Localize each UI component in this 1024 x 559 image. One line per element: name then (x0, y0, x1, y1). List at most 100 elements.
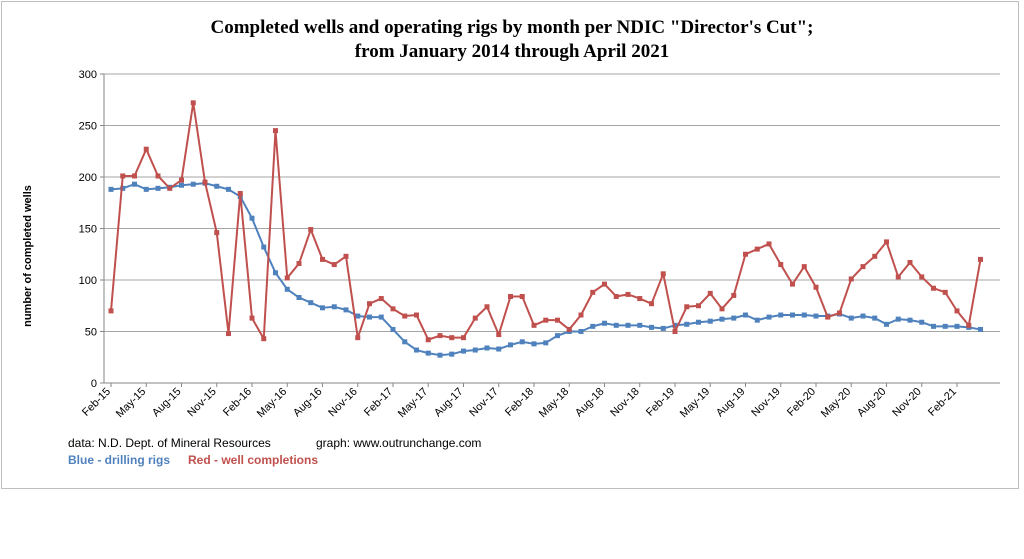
data-point (848, 276, 854, 282)
data-point (942, 289, 948, 295)
data-point (790, 312, 795, 318)
data-point (190, 100, 196, 106)
data-point (179, 182, 184, 188)
data-point (731, 315, 737, 321)
data-point (214, 183, 220, 189)
data-point (155, 173, 161, 179)
data-point (790, 281, 795, 287)
x-tick-label: Aug-19 (714, 386, 748, 420)
data-point (684, 321, 690, 327)
data-point (331, 262, 337, 268)
data-point (249, 315, 255, 321)
data-point (801, 312, 807, 318)
data-point (696, 303, 701, 309)
data-point (872, 253, 878, 259)
chart-frame (1, 1, 1019, 489)
x-tick-label: May-17 (396, 386, 430, 420)
data-point (108, 308, 114, 314)
data-point (707, 318, 713, 324)
data-point (919, 319, 925, 325)
data-point (931, 323, 936, 329)
data-point (284, 275, 290, 281)
chart-title-line-1: Completed wells and operating rigs by mo… (210, 17, 814, 38)
x-tick-label: Feb-19 (644, 386, 677, 419)
y-tick-label: 0 (91, 378, 97, 390)
x-tick-label: Nov-19 (749, 386, 783, 420)
data-point (860, 264, 866, 270)
data-point (367, 314, 372, 320)
data-point (496, 346, 502, 352)
data-point (179, 177, 184, 183)
y-axis-ticks: 0 50 100 150 200 250 300 (79, 69, 104, 390)
data-point (590, 289, 596, 295)
data-point (484, 304, 490, 310)
data-point (461, 348, 466, 354)
data-point (355, 335, 361, 341)
data-point (202, 179, 208, 185)
series-line (110, 101, 982, 341)
legend-blue: Blue - drilling rigs (68, 453, 171, 467)
data-point (472, 315, 478, 321)
data-point (508, 342, 513, 348)
series-well-completions (108, 100, 983, 343)
data-point (226, 331, 231, 337)
data-point (813, 313, 819, 319)
data-point (954, 308, 960, 314)
data-point (754, 317, 760, 323)
y-tick-label: 100 (79, 275, 97, 287)
y-tick-label: 250 (79, 121, 97, 133)
data-point (602, 320, 607, 326)
x-tick-label: May-20 (819, 386, 853, 420)
x-tick-label: Aug-16 (291, 386, 325, 420)
data-point (743, 251, 748, 257)
x-tick-label: May-16 (255, 386, 289, 420)
data-point (825, 314, 831, 320)
data-point (696, 319, 701, 325)
x-tick-label: Feb-16 (221, 386, 254, 419)
data-point (966, 322, 972, 328)
x-tick-label: Nov-17 (467, 386, 501, 420)
data-point (390, 306, 396, 312)
data-point (531, 322, 537, 328)
x-tick-label: Feb-18 (503, 386, 536, 419)
data-point (120, 185, 126, 191)
data-point (613, 293, 619, 299)
data-point (919, 274, 925, 280)
legend-red: Red - well completions (188, 453, 319, 467)
data-point (637, 322, 643, 328)
x-tick-label: Feb-15 (80, 386, 113, 419)
data-point (660, 271, 666, 277)
x-tick-label: Aug-18 (573, 386, 607, 420)
data-point (672, 329, 678, 334)
data-point (566, 326, 572, 332)
data-point (273, 128, 278, 134)
x-tick-label: Nov-20 (890, 386, 924, 420)
x-tick-label: Nov-16 (326, 386, 360, 420)
data-point (155, 185, 161, 191)
data-point (367, 301, 372, 307)
data-point (378, 314, 384, 320)
data-point (484, 345, 490, 351)
data-point (496, 332, 502, 338)
data-point (190, 181, 196, 187)
source-note: data: N.D. Dept. of Mineral Resources (68, 436, 271, 450)
data-point (578, 312, 584, 318)
x-tick-label: Nov-18 (608, 386, 642, 420)
data-point (907, 317, 913, 323)
x-tick-label: Nov-15 (185, 386, 219, 420)
data-point (143, 146, 149, 152)
series-layer (108, 100, 983, 358)
data-point (261, 336, 267, 342)
data-point (543, 317, 549, 323)
x-tick-label: Feb-21 (926, 386, 959, 419)
data-point (284, 286, 290, 292)
data-point (355, 313, 361, 319)
data-point (132, 181, 137, 187)
data-point (273, 270, 278, 276)
data-point (895, 316, 901, 322)
data-point (296, 295, 302, 301)
data-point (249, 215, 255, 221)
data-point (390, 326, 396, 332)
data-point (649, 324, 654, 330)
data-point (308, 227, 314, 233)
